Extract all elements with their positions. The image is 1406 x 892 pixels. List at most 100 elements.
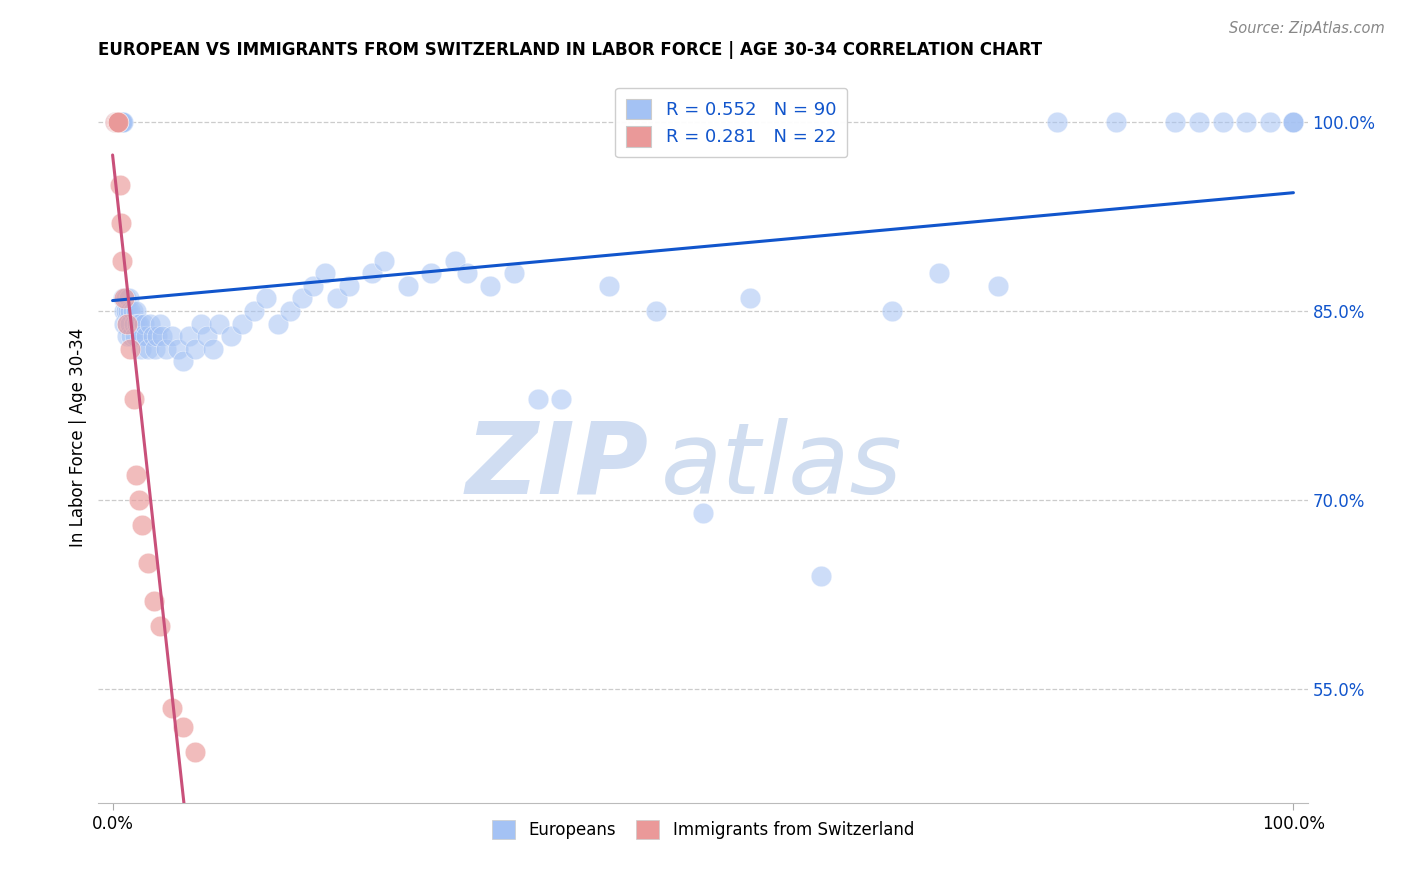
Point	[184, 745, 207, 759]
Point	[195, 329, 218, 343]
Point	[115, 329, 138, 343]
Point	[128, 317, 150, 331]
Point	[110, 216, 132, 230]
Text: ZIP: ZIP	[465, 417, 648, 515]
Point	[1046, 115, 1069, 129]
Point	[124, 329, 146, 343]
Point	[1234, 115, 1257, 129]
Text: EUROPEAN VS IMMIGRANTS FROM SWITZERLAND IN LABOR FORCE | AGE 30-34 CORRELATION C: EUROPEAN VS IMMIGRANTS FROM SWITZERLAND …	[98, 41, 1042, 59]
Point	[155, 342, 177, 356]
Text: Source: ZipAtlas.com: Source: ZipAtlas.com	[1229, 21, 1385, 36]
Legend: Europeans, Immigrants from Switzerland: Europeans, Immigrants from Switzerland	[485, 814, 921, 846]
Point	[111, 253, 134, 268]
Point	[114, 291, 136, 305]
Point	[201, 342, 224, 356]
Point	[122, 317, 145, 331]
Point	[314, 266, 336, 280]
Point	[290, 291, 312, 305]
Point	[149, 317, 172, 331]
Point	[149, 619, 172, 633]
Point	[361, 266, 384, 280]
Point	[160, 329, 183, 343]
Point	[142, 594, 165, 608]
Point	[810, 569, 832, 583]
Point	[479, 278, 502, 293]
Point	[112, 317, 135, 331]
Point	[111, 115, 134, 129]
Point	[115, 317, 138, 331]
Point	[987, 278, 1010, 293]
Point	[117, 304, 139, 318]
Point	[243, 304, 266, 318]
Point	[1164, 115, 1187, 129]
Point	[120, 342, 142, 356]
Point	[110, 115, 132, 129]
Point	[278, 304, 301, 318]
Point	[1105, 115, 1128, 129]
Point	[114, 304, 136, 318]
Point	[184, 342, 207, 356]
Point	[740, 291, 762, 305]
Point	[139, 317, 162, 331]
Point	[104, 115, 127, 129]
Text: atlas: atlas	[661, 417, 903, 515]
Point	[131, 518, 153, 533]
Point	[118, 291, 141, 305]
Point	[526, 392, 548, 407]
Point	[444, 253, 467, 268]
Point	[1282, 115, 1305, 129]
Point	[254, 291, 277, 305]
Point	[107, 115, 129, 129]
Point	[128, 493, 150, 508]
Point	[373, 253, 395, 268]
Point	[125, 304, 148, 318]
Point	[143, 342, 166, 356]
Point	[146, 329, 169, 343]
Point	[179, 329, 201, 343]
Point	[112, 291, 135, 305]
Point	[420, 266, 443, 280]
Y-axis label: In Labor Force | Age 30-34: In Labor Force | Age 30-34	[69, 327, 87, 547]
Point	[1282, 115, 1305, 129]
Point	[456, 266, 478, 280]
Point	[503, 266, 526, 280]
Point	[105, 115, 128, 129]
Point	[231, 317, 253, 331]
Point	[326, 291, 349, 305]
Point	[337, 278, 360, 293]
Point	[396, 278, 419, 293]
Point	[208, 317, 231, 331]
Point	[190, 317, 212, 331]
Point	[172, 354, 194, 368]
Point	[110, 115, 132, 129]
Point	[111, 115, 134, 129]
Point	[166, 342, 188, 356]
Point	[120, 317, 142, 331]
Point	[125, 467, 148, 482]
Point	[136, 342, 159, 356]
Point	[115, 317, 138, 331]
Point	[105, 115, 128, 129]
Point	[1258, 115, 1281, 129]
Point	[1282, 115, 1305, 129]
Point	[107, 115, 129, 129]
Point	[121, 304, 143, 318]
Point	[1212, 115, 1234, 129]
Point	[120, 304, 142, 318]
Point	[128, 329, 150, 343]
Point	[134, 317, 156, 331]
Point	[142, 329, 165, 343]
Point	[105, 115, 128, 129]
Point	[928, 266, 950, 280]
Point	[302, 278, 325, 293]
Point	[121, 329, 143, 343]
Point	[131, 329, 153, 343]
Point	[105, 115, 128, 129]
Point	[104, 115, 127, 129]
Point	[107, 115, 129, 129]
Point	[692, 506, 714, 520]
Point	[105, 115, 128, 129]
Point	[112, 115, 135, 129]
Point	[135, 329, 157, 343]
Point	[129, 342, 152, 356]
